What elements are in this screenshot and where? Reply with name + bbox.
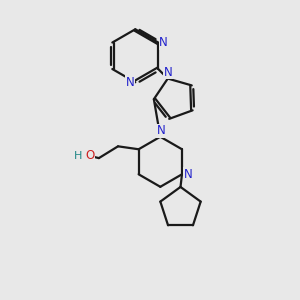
Text: N: N (184, 168, 193, 181)
Text: N: N (126, 76, 134, 89)
Text: N: N (159, 36, 168, 49)
Text: H: H (74, 151, 82, 161)
Text: O: O (85, 149, 95, 162)
Text: N: N (164, 66, 172, 79)
Text: N: N (157, 124, 165, 137)
